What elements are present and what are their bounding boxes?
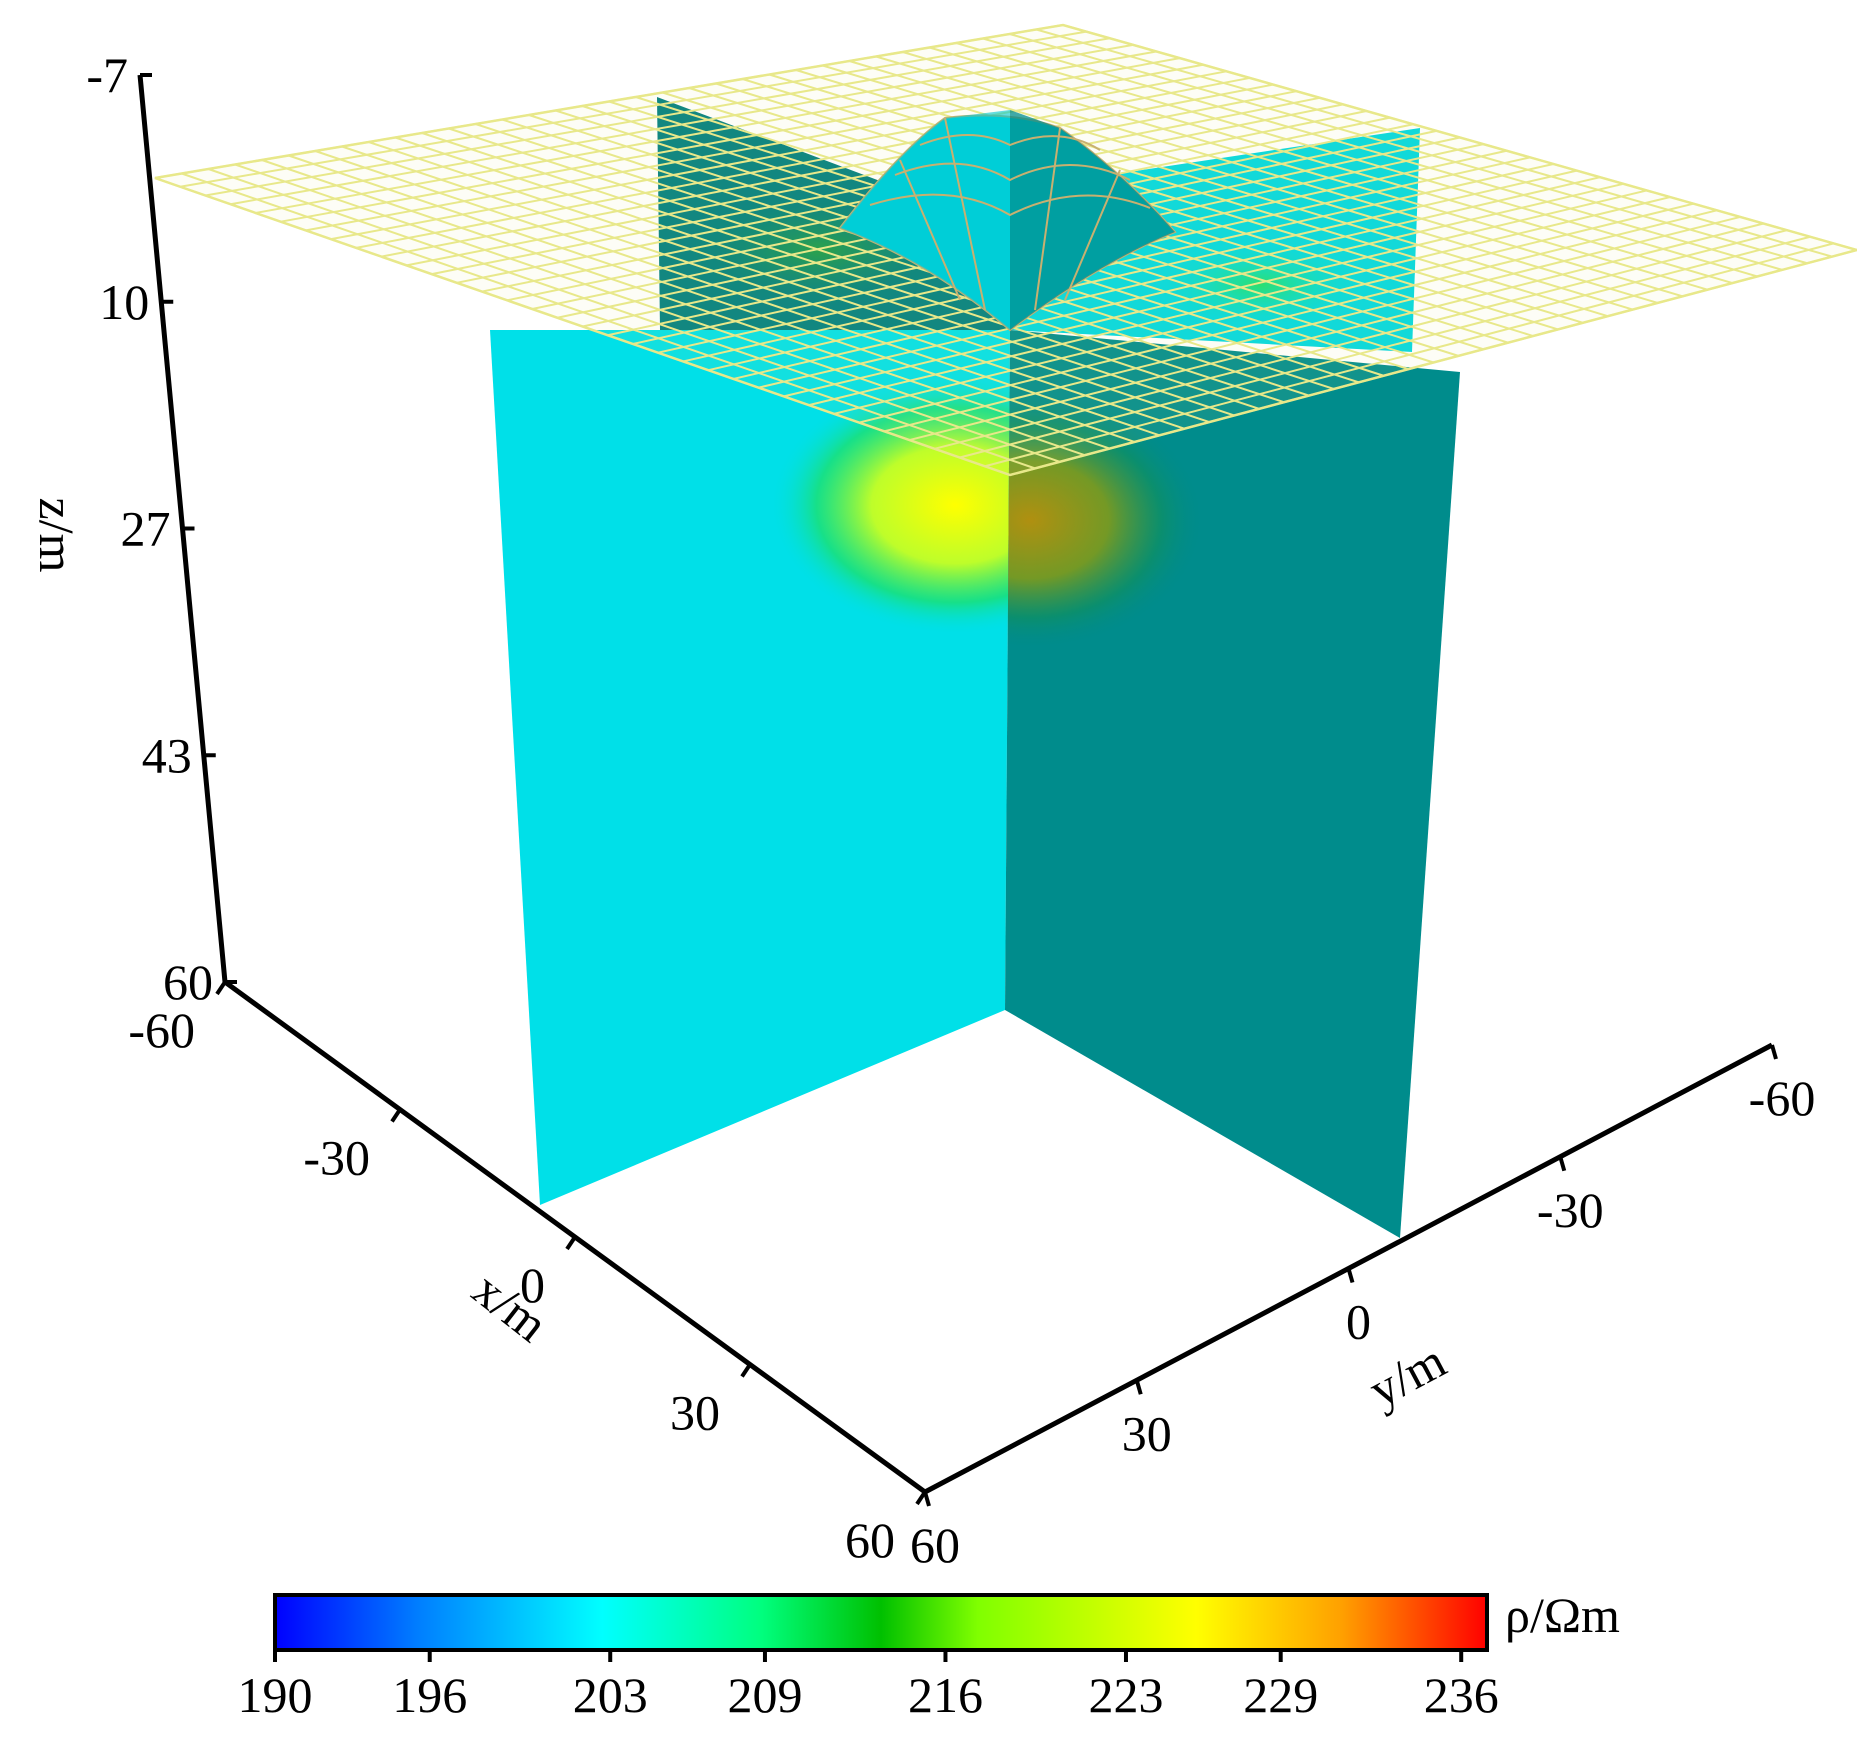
- surface-mesh-line: [808, 196, 1671, 407]
- slice-front: [490, 330, 1010, 1205]
- x-tick-mark: [390, 1108, 402, 1123]
- surface-bump: [838, 110, 1177, 332]
- y-tick-label: -60: [1749, 1070, 1816, 1126]
- surface-mesh-line: [902, 51, 1708, 291]
- x-tick-label: -30: [303, 1130, 370, 1186]
- surface-mesh-line: [795, 69, 1609, 318]
- colorbar-tick-label: 209: [727, 1667, 802, 1723]
- colorbar-tick-label: 223: [1088, 1667, 1163, 1723]
- z-tick-label: -7: [86, 47, 128, 103]
- colorbar-tick-label: 216: [908, 1667, 983, 1723]
- surface-mesh-line: [982, 37, 1783, 271]
- y-tick-mark: [923, 1491, 931, 1507]
- surface-mesh-line: [1036, 28, 1833, 258]
- y-tick-label: 30: [1122, 1405, 1172, 1461]
- surface-mesh-line: [875, 55, 1683, 298]
- colorbar-tick-label: 196: [392, 1667, 467, 1723]
- surface-mesh-line: [934, 229, 1788, 450]
- surface-mesh-line: [858, 209, 1718, 424]
- surface-mesh-line: [833, 202, 1694, 415]
- y-tick-mark: [1346, 1267, 1355, 1284]
- surface-mesh-line: [783, 189, 1648, 398]
- surface-mesh-line: [1062, 24, 1857, 251]
- y-tick-mark: [1558, 1156, 1567, 1172]
- colorbar-tick-label: 203: [573, 1667, 648, 1723]
- colorbar-gradient: [273, 1593, 1489, 1652]
- surface-mesh-line: [1009, 33, 1808, 265]
- surface-mesh-line: [955, 42, 1758, 278]
- y-tick-label: 0: [1346, 1294, 1371, 1350]
- y-tick-mark: [1134, 1379, 1143, 1395]
- y-tick-mark: [1770, 1044, 1778, 1060]
- surface-mesh-line: [1009, 249, 1857, 476]
- x-tick-label: 30: [670, 1385, 720, 1441]
- y-tick-label: 60: [910, 1517, 960, 1573]
- surface-mesh-line: [849, 60, 1658, 304]
- surface-mesh-line: [708, 169, 1577, 372]
- surface-mesh-line: [733, 176, 1601, 380]
- surface-mesh-line: [822, 64, 1634, 311]
- x-tick-mark: [565, 1235, 577, 1251]
- surface-mesh-line: [909, 222, 1764, 442]
- surface-mesh-line: [758, 182, 1624, 389]
- slice-right: [1005, 330, 1460, 1238]
- x-tick-mark: [740, 1363, 752, 1378]
- y-tick-label: -30: [1537, 1182, 1604, 1238]
- colorbar: 190 196 203 209 216 223 229 236 ρ/Ωm: [238, 1587, 1621, 1723]
- colorbar-tick-label: 236: [1424, 1667, 1499, 1723]
- surface-mesh-line: [959, 235, 1811, 459]
- colorbar-tick-label: 190: [238, 1667, 313, 1723]
- x-tick-label: -60: [128, 1002, 195, 1058]
- z-tick-label: 10: [99, 274, 149, 330]
- z-tick-label: 43: [142, 727, 192, 783]
- x-tick-mark: [215, 980, 227, 996]
- z-tick-label: 27: [121, 501, 171, 557]
- surface-mesh-line: [682, 162, 1554, 363]
- surface-mesh-line: [884, 215, 1741, 433]
- z-tick-label: 60: [163, 954, 213, 1010]
- x-tick-label: 0: [520, 1257, 545, 1313]
- anomaly-right: [1005, 390, 1205, 650]
- z-axis-label: z/m: [29, 498, 85, 573]
- colorbar-label: ρ/Ωm: [1505, 1587, 1620, 1643]
- surface-mesh-line: [768, 73, 1584, 324]
- surface-mesh-line: [929, 46, 1733, 285]
- y-axis-label: y/m: [1360, 1332, 1455, 1418]
- z-axis: -7 10 27 43 60 z/m: [29, 47, 237, 1010]
- anomaly-front: [770, 375, 1010, 635]
- colorbar-tick-label: 229: [1243, 1667, 1318, 1723]
- x-tick-label: 60: [845, 1512, 895, 1568]
- surface-mesh-line: [984, 242, 1834, 468]
